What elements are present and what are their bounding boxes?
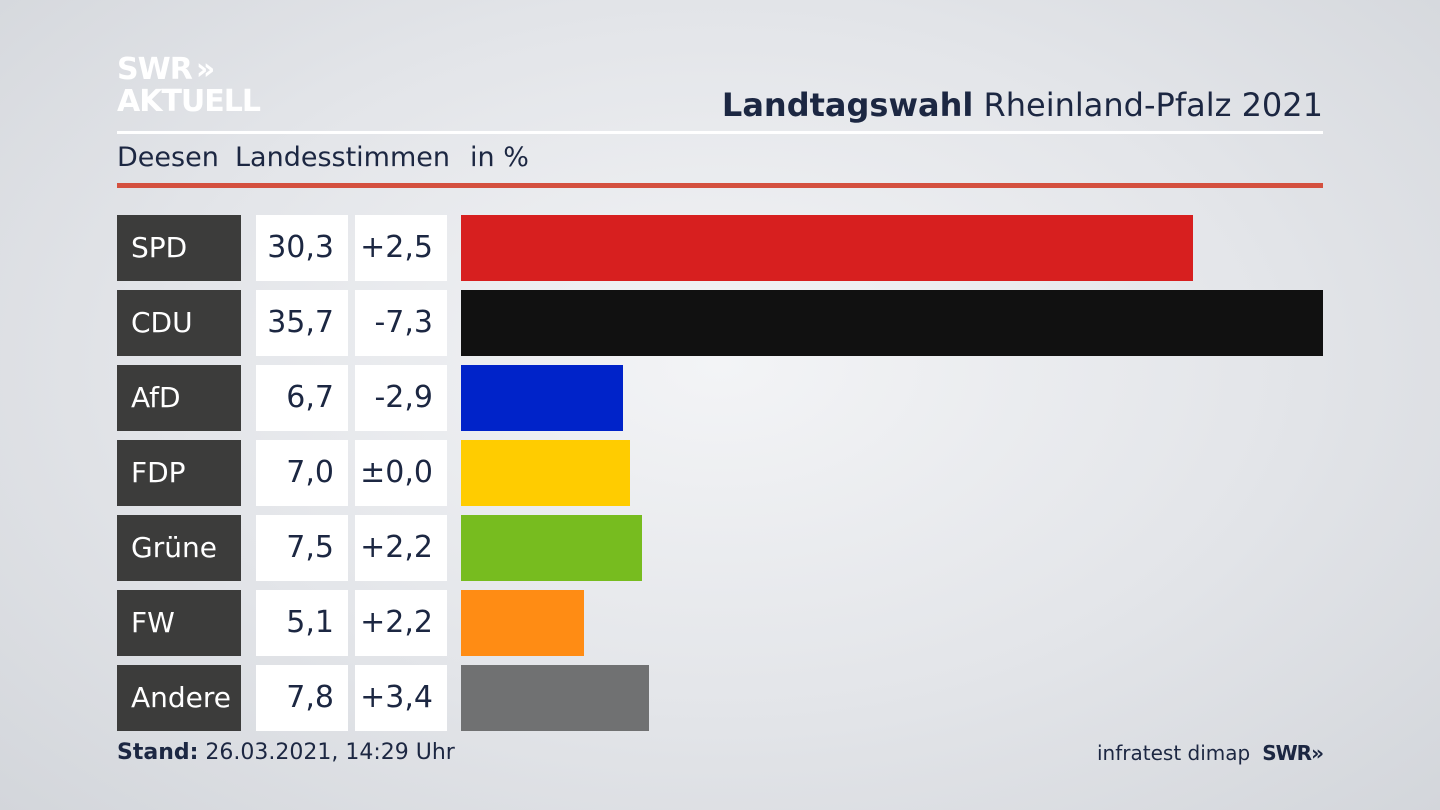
party-label: FW [117,590,241,656]
title-bold: Landtagswahl [721,86,974,124]
party-label: SPD [117,215,241,281]
vote-share-bar [461,665,649,731]
vote-share-bar [461,515,642,581]
header-divider [117,131,1323,134]
vote-share-bar [461,215,1193,281]
party-label: FDP [117,440,241,506]
party-label: Andere [117,665,241,731]
swr-chevrons-icon: » [1311,741,1324,765]
logo-chevrons-icon: » [195,52,215,87]
source-credit: infratest dimap SWR» [1097,741,1324,765]
vote-share-value: 7,8 [256,665,348,731]
accent-divider [117,183,1323,188]
vote-share-value: 30,3 [256,215,348,281]
logo-line-1: SWR [117,52,193,87]
party-label: AfD [117,365,241,431]
vote-change-value: +2,5 [355,215,447,281]
vote-change-value: +3,4 [355,665,447,731]
vote-share-value: 7,0 [256,440,348,506]
vote-share-value: 6,7 [256,365,348,431]
vote-change-value: ±0,0 [355,440,447,506]
vote-change-value: +2,2 [355,515,447,581]
timestamp-label: Stand: [117,740,199,765]
vote-share-bar [461,590,584,656]
subheader-vote-type: Landesstimmen [235,142,450,173]
vote-share-value: 5,1 [256,590,348,656]
subheader-unit: in % [470,142,529,173]
vote-change-value: -7,3 [355,290,447,356]
title-regular: Rheinland-Pfalz 2021 [983,86,1323,124]
subheader-place: Deesen [117,142,219,173]
swr-brand-text: SWR [1262,741,1312,765]
timestamp: Stand: 26.03.2021, 14:29 Uhr [117,740,455,765]
vote-share-value: 35,7 [256,290,348,356]
vote-change-value: -2,9 [355,365,447,431]
source-name: infratest dimap [1097,741,1251,765]
swr-aktuell-logo: SWR » AKTUELL [117,52,261,119]
vote-share-bar [461,440,630,506]
timestamp-value: 26.03.2021, 14:29 Uhr [205,740,455,765]
vote-share-bar [461,365,623,431]
vote-change-value: +2,2 [355,590,447,656]
swr-brand: SWR» [1262,741,1324,765]
party-label: Grüne [117,515,241,581]
logo-line-2: AKTUELL [117,84,261,119]
page-title: Landtagswahl Rheinland-Pfalz 2021 [722,86,1323,124]
vote-share-bar [461,290,1323,356]
party-label: CDU [117,290,241,356]
vote-share-value: 7,5 [256,515,348,581]
